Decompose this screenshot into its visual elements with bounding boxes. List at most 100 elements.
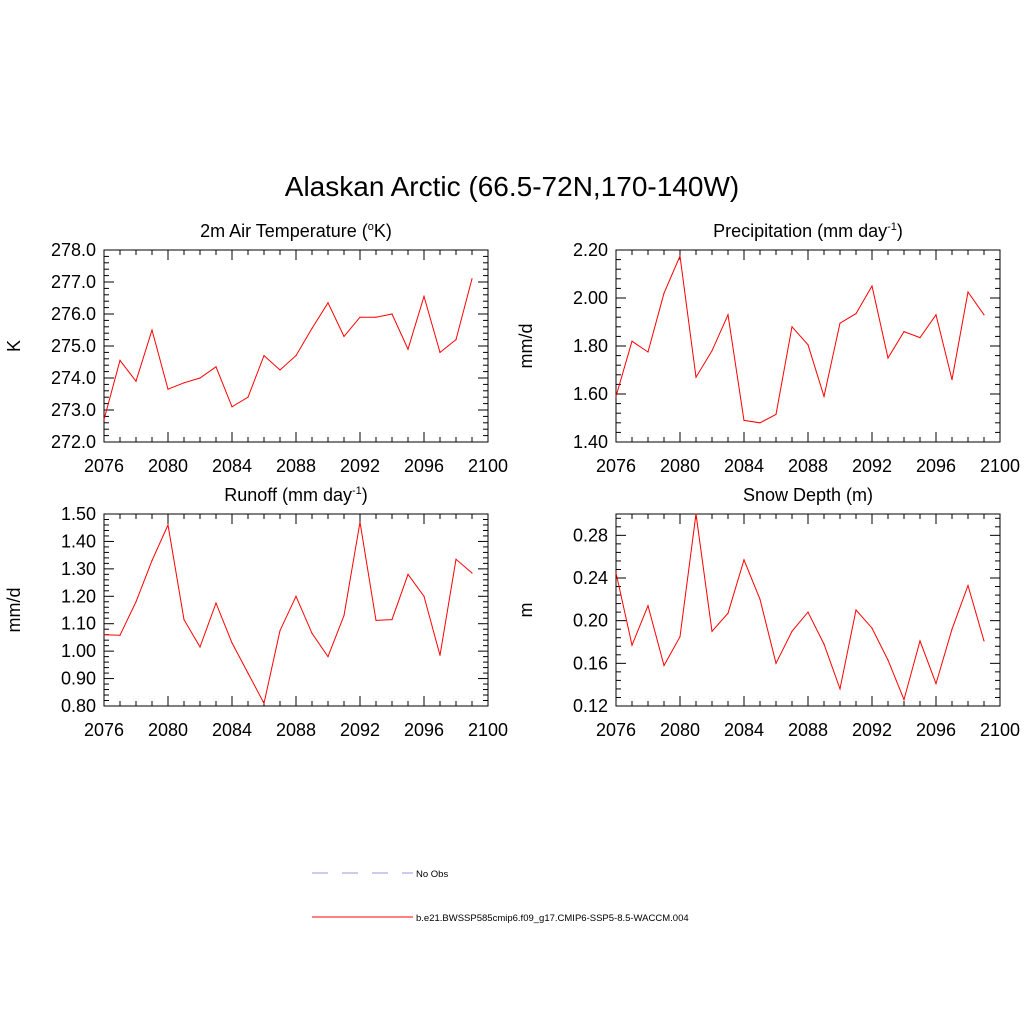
data-point [327, 302, 329, 304]
y-tick-label: 0.12 [573, 696, 608, 716]
data-point [759, 422, 761, 424]
data-point [823, 395, 825, 397]
chart-panel-2: Precipitation (mm day-1) mm/d 2076 2080 2084… [516, 221, 1020, 476]
data-point [135, 380, 137, 382]
y-tick-label: 0.20 [573, 611, 608, 631]
data-point [695, 376, 697, 378]
y-tick-label: 2.00 [573, 288, 608, 308]
data-point [855, 609, 857, 611]
plot-frame [103, 513, 489, 707]
data-point [391, 313, 393, 315]
x-tick-label: 2092 [340, 720, 380, 740]
x-tick-label: 2080 [660, 456, 700, 476]
data-point [615, 395, 617, 397]
data-point [615, 572, 617, 574]
data-point [231, 642, 233, 644]
data-point [919, 337, 921, 339]
data-point [631, 644, 633, 646]
data-point [343, 335, 345, 337]
x-tick-label: 2084 [212, 456, 252, 476]
y-tick-label: 278.0 [51, 240, 96, 260]
y-axis-label: m [516, 603, 536, 618]
y-tick-label: 1.00 [61, 641, 96, 661]
panel-title: Runoff (mm day-1) [224, 485, 368, 505]
x-tick-label: 2096 [404, 720, 444, 740]
data-point [295, 355, 297, 357]
x-tick-label: 2088 [788, 456, 828, 476]
data-point [263, 702, 265, 704]
data-point [455, 558, 457, 560]
chart-panel-1: 2m Air Temperature (oK) K 2076 2080 2084 2088… [4, 221, 508, 476]
x-tick-label: 2100 [468, 456, 508, 476]
data-point [135, 601, 137, 603]
data-point [663, 664, 665, 667]
x-tick-label: 2088 [276, 720, 316, 740]
data-point [903, 331, 905, 333]
data-point [407, 348, 409, 350]
y-tick-label: 0.28 [573, 525, 608, 545]
plot-frame [615, 513, 1001, 707]
y-tick-label: 273.0 [51, 400, 96, 420]
data-point [711, 630, 713, 632]
data-point [839, 322, 841, 324]
data-point [919, 640, 921, 642]
data-point [775, 662, 777, 664]
data-point [887, 659, 889, 661]
data-point [791, 326, 793, 328]
x-tick-label: 2080 [148, 720, 188, 740]
y-tick-label: 1.20 [61, 586, 96, 606]
panel-title: Snow Depth (m) [743, 485, 873, 505]
data-point [743, 419, 745, 421]
x-tick-label: 2096 [916, 720, 956, 740]
y-tick-label: 2.20 [573, 240, 608, 260]
data-point [199, 377, 201, 379]
x-tick-label: 2080 [148, 456, 188, 476]
legend-label: b.e21.BWSSP585cmip6.f09_g17.CMIP6-SSP5-8… [416, 913, 689, 924]
x-tick-label: 2076 [84, 456, 124, 476]
data-point [631, 340, 633, 342]
data-point [471, 278, 473, 280]
x-tick-label: 2096 [404, 456, 444, 476]
x-tick-label: 2084 [724, 456, 764, 476]
data-point [855, 313, 857, 315]
y-axis-label: mm/d [4, 588, 24, 633]
data-point [151, 560, 153, 562]
data-point [807, 611, 809, 613]
data-point [183, 382, 185, 384]
data-point [215, 366, 217, 368]
data-point [791, 630, 793, 632]
data-point [663, 292, 665, 294]
data-point [279, 629, 281, 632]
data-point [311, 632, 313, 634]
data-point [263, 355, 265, 357]
x-tick-label: 2100 [468, 720, 508, 740]
data-point [967, 584, 969, 587]
x-tick-label: 2100 [980, 720, 1020, 740]
y-tick-label: 0.16 [573, 653, 608, 673]
chart-panel-3: Runoff (mm day-1) mm/d 2076 2080 2084 2088 209… [4, 485, 508, 740]
data-point [807, 344, 809, 346]
y-tick-label: 1.80 [573, 336, 608, 356]
data-point [119, 359, 121, 361]
series-line [103, 278, 473, 420]
data-point [839, 688, 841, 690]
data-point [295, 595, 297, 597]
data-point [439, 351, 441, 353]
data-point [711, 350, 713, 352]
y-tick-label: 274.0 [51, 368, 96, 388]
data-point [151, 329, 153, 331]
y-tick-label: 0.90 [61, 669, 96, 689]
x-tick-label: 2092 [852, 456, 892, 476]
y-tick-label: 276.0 [51, 304, 96, 324]
data-point [359, 521, 361, 523]
data-point [727, 612, 729, 614]
data-point [759, 598, 761, 600]
data-point [983, 640, 985, 642]
data-point [823, 643, 825, 645]
data-point [119, 634, 121, 636]
x-tick-label: 2076 [596, 720, 636, 740]
series-line [615, 513, 985, 702]
data-point [439, 654, 441, 656]
x-tick-label: 2100 [980, 456, 1020, 476]
